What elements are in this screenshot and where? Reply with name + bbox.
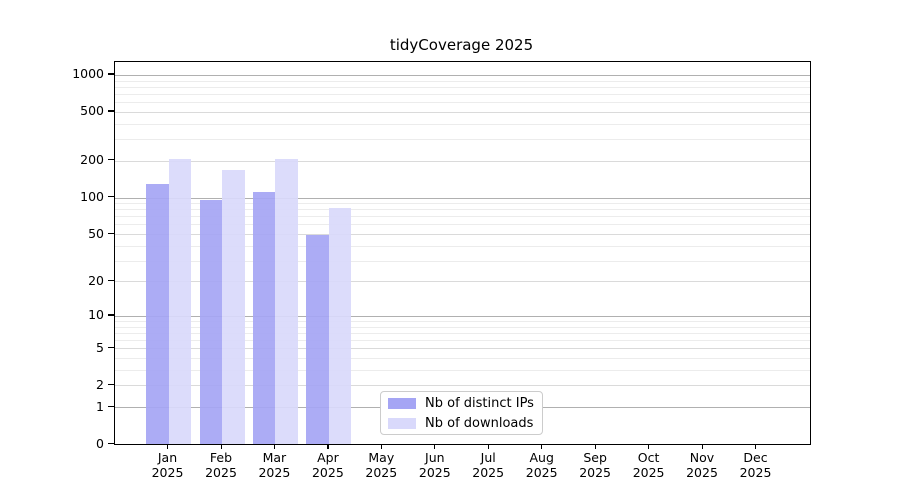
gridline-900 xyxy=(115,80,810,82)
y-tick-mark-500 xyxy=(108,110,114,112)
gridline-80 xyxy=(115,209,810,211)
y-tick-mark-0 xyxy=(108,442,114,444)
y-tick-label-1: 1 xyxy=(96,398,104,414)
y-tick-mark-200 xyxy=(108,159,114,161)
x-tick-label-aug: Aug 2025 xyxy=(525,450,558,480)
y-tick-label-1000: 1000 xyxy=(72,66,104,82)
y-tick-mark-20 xyxy=(108,279,114,282)
chart-title: tidyCoverage 2025 xyxy=(389,36,534,54)
x-tick-label-nov: Nov 2025 xyxy=(686,450,718,480)
y-tick-label-0: 0 xyxy=(96,435,104,451)
x-tick-label-oct: Oct 2025 xyxy=(632,450,665,480)
bar-distinct-ips-apr xyxy=(306,235,329,444)
legend-label-downloads: Nb of downloads xyxy=(425,415,534,431)
y-tick-mark-1000 xyxy=(108,73,114,75)
x-tick-mark-aug xyxy=(541,444,543,449)
bar-downloads-jan xyxy=(168,159,191,444)
x-tick-label-feb: Feb 2025 xyxy=(205,450,237,480)
y-tick-mark-100 xyxy=(108,196,114,198)
gridline-70 xyxy=(115,216,810,218)
bar-downloads-mar xyxy=(275,159,298,444)
y-tick-mark-1 xyxy=(108,405,114,407)
x-tick-mark-jul xyxy=(487,444,489,449)
gridline-400 xyxy=(115,123,810,125)
x-tick-label-dec: Dec 2025 xyxy=(739,450,772,480)
y-tick-mark-2 xyxy=(108,383,114,385)
gridline-9 xyxy=(115,321,810,322)
x-tick-mark-jun xyxy=(434,444,436,449)
x-tick-mark-jan xyxy=(167,444,169,449)
y-tick-mark-10 xyxy=(108,314,114,316)
bar-downloads-feb xyxy=(222,170,245,444)
bar-distinct-ips-jan xyxy=(146,184,169,444)
gridline-2 xyxy=(115,385,810,387)
gridline-5 xyxy=(115,348,810,350)
x-tick-label-jan: Jan 2025 xyxy=(151,450,184,480)
gridline-10 xyxy=(115,315,810,317)
x-tick-label-may: May 2025 xyxy=(365,450,398,480)
gridline-90 xyxy=(115,203,810,204)
gridline-7 xyxy=(115,332,810,334)
x-tick-mark-oct xyxy=(648,444,650,449)
gridline-500 xyxy=(115,111,810,113)
x-tick-label-apr: Apr 2025 xyxy=(311,450,344,480)
legend-label-distinct-ips: Nb of distinct IPs xyxy=(425,395,534,411)
legend-entry-downloads: Nb of downloads xyxy=(388,415,542,432)
gridline-300 xyxy=(115,139,810,141)
gridline-60 xyxy=(115,224,810,226)
y-tick-label-20: 20 xyxy=(88,272,104,288)
bar-distinct-ips-mar xyxy=(252,191,276,444)
x-tick-label-jun: Jun 2025 xyxy=(418,450,451,480)
gridline-8 xyxy=(115,326,810,328)
gridline-600 xyxy=(115,102,810,104)
gridline-100 xyxy=(115,197,810,199)
gridline-4 xyxy=(115,358,810,359)
y-tick-label-5: 5 xyxy=(96,339,104,355)
x-tick-mark-dec xyxy=(755,444,757,449)
y-tick-label-200: 200 xyxy=(80,152,104,168)
x-tick-label-mar: Mar 2025 xyxy=(258,450,291,480)
x-tick-mark-may xyxy=(380,444,382,449)
legend: Nb of distinct IPs Nb of downloads xyxy=(380,391,543,435)
gridline-3 xyxy=(115,369,810,371)
gridline-1000 xyxy=(115,74,810,76)
gridline-50 xyxy=(115,234,810,235)
legend-swatch-distinct-ips xyxy=(388,397,416,409)
gridline-700 xyxy=(115,94,810,95)
y-tick-mark-50 xyxy=(108,232,114,234)
gridline-40 xyxy=(115,245,810,247)
y-tick-label-100: 100 xyxy=(80,189,104,204)
x-tick-mark-apr xyxy=(327,444,329,449)
y-tick-label-500: 500 xyxy=(80,103,104,119)
y-tick-label-50: 50 xyxy=(88,225,104,241)
y-tick-label-10: 10 xyxy=(88,307,104,323)
x-tick-mark-mar xyxy=(273,444,276,449)
gridline-6 xyxy=(115,340,810,342)
x-tick-label-jul: Jul 2025 xyxy=(472,450,505,480)
gridline-200 xyxy=(115,160,810,162)
bar-distinct-ips-feb xyxy=(199,200,222,444)
legend-swatch-downloads xyxy=(388,417,416,429)
bar-downloads-apr xyxy=(328,208,352,444)
gridline-800 xyxy=(115,86,810,88)
y-tick-mark-5 xyxy=(108,346,114,348)
gridline-30 xyxy=(115,260,810,262)
gridline-20 xyxy=(115,281,810,283)
x-tick-mark-nov xyxy=(701,444,703,449)
x-tick-mark-feb xyxy=(220,444,222,449)
plot-area xyxy=(114,61,811,445)
y-tick-label-2: 2 xyxy=(96,376,104,392)
x-tick-mark-sep xyxy=(594,444,596,449)
legend-entry-distinct-ips: Nb of distinct IPs xyxy=(388,395,542,412)
x-tick-label-sep: Sep 2025 xyxy=(579,450,611,480)
